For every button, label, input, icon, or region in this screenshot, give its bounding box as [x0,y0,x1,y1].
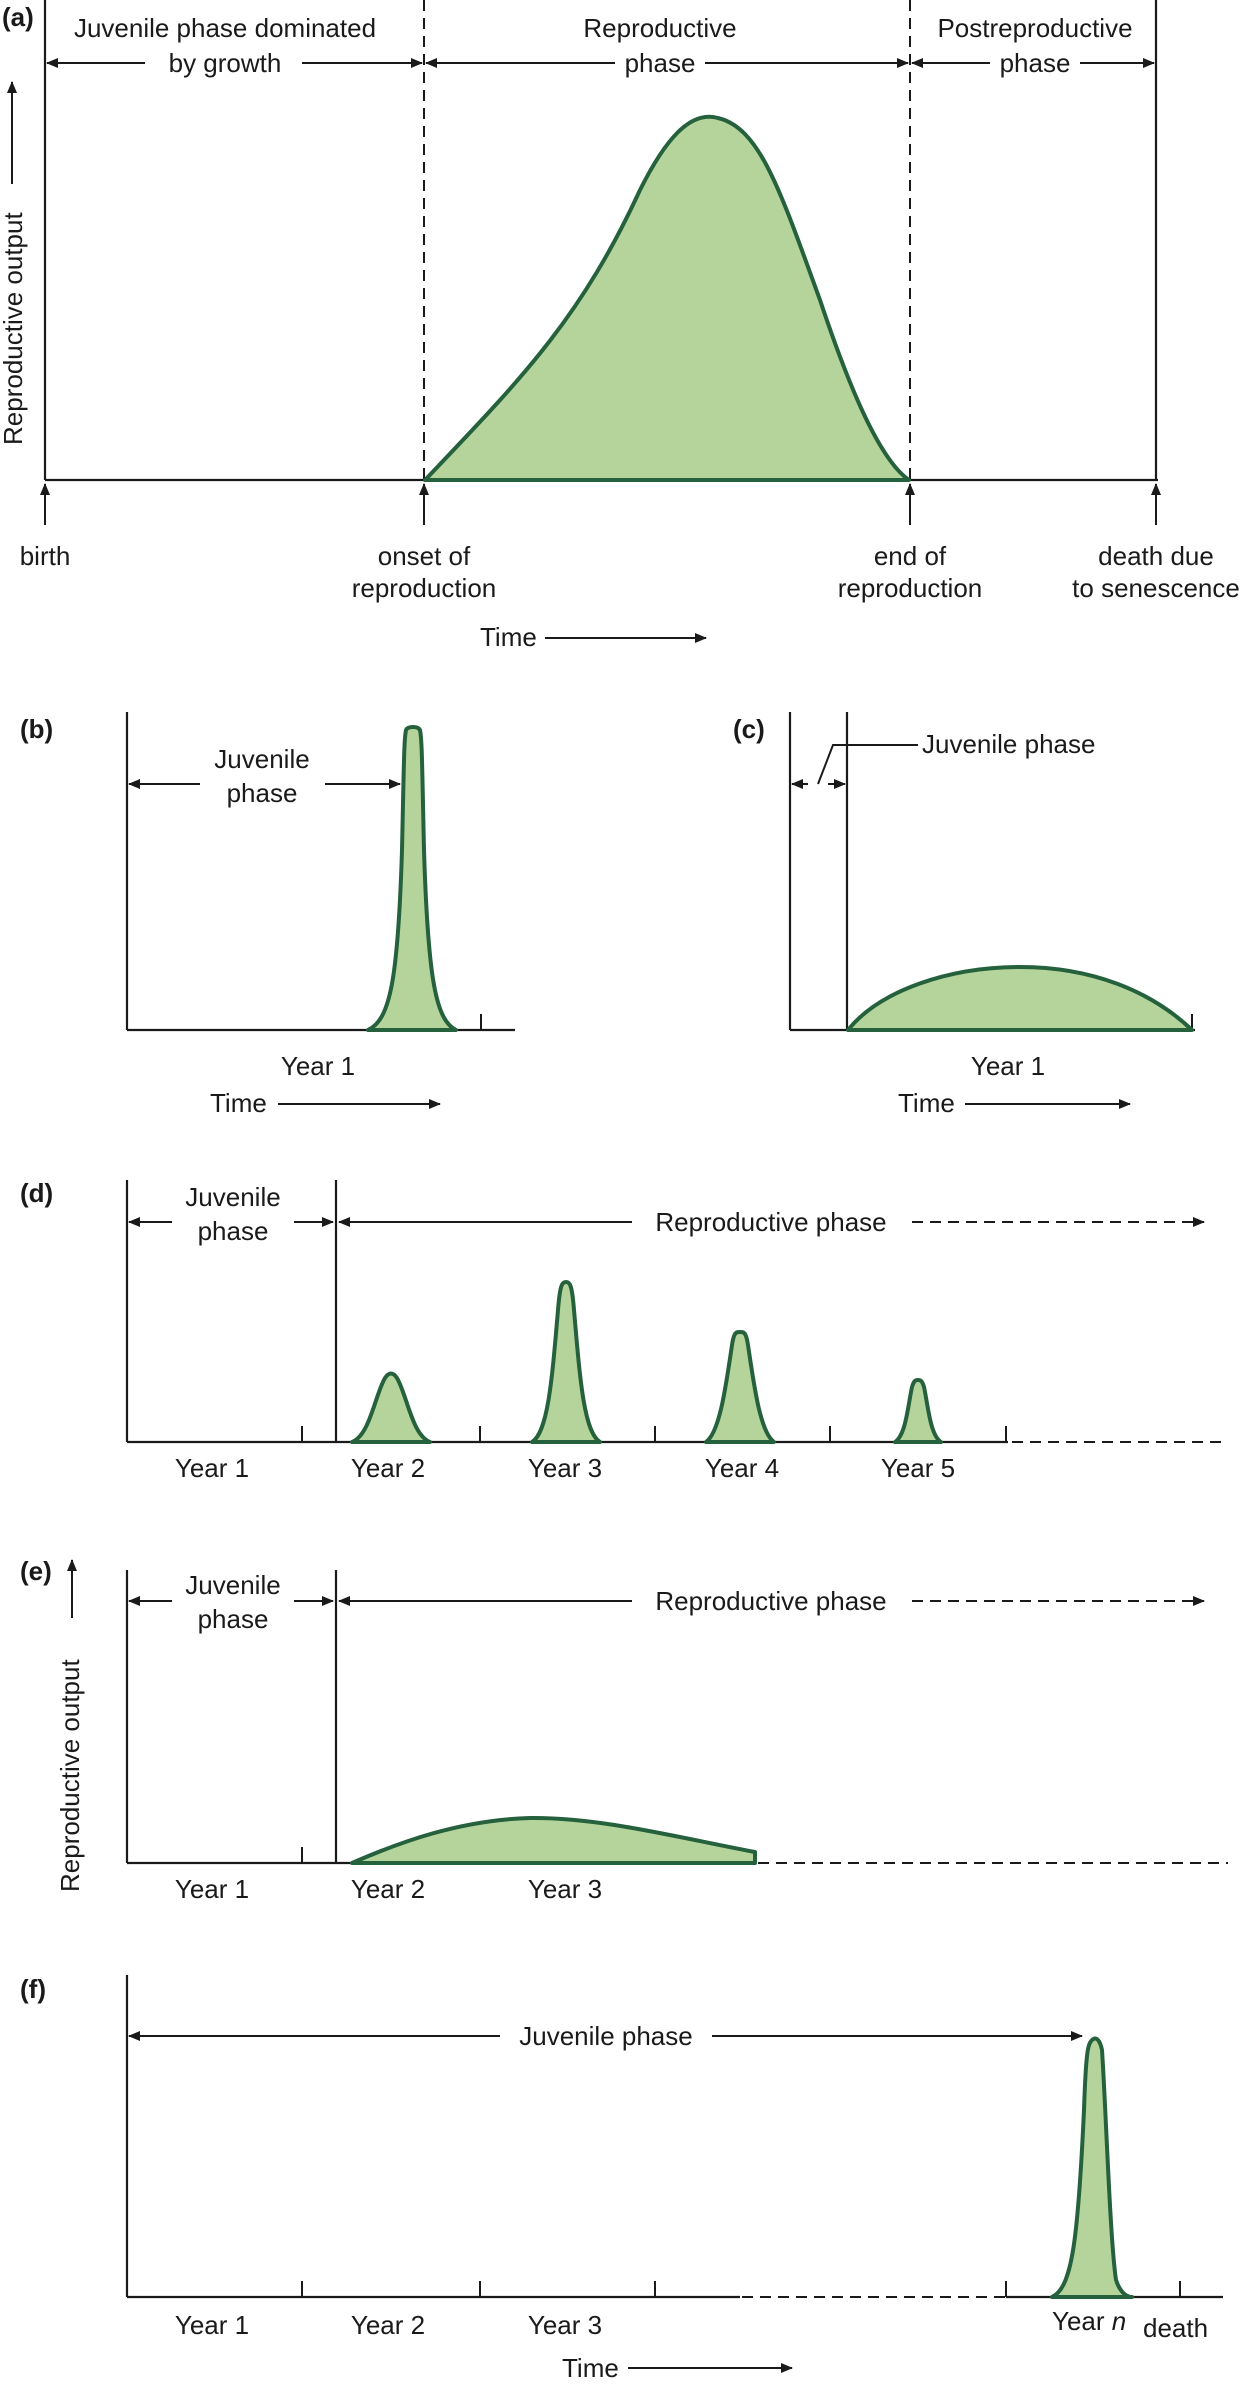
panel-a-marker-birth: birth [20,541,71,571]
panel-d-phase-1: Juvenile [185,1182,280,1212]
panel-c-phase-label: Juvenile phase [922,729,1095,759]
panel-a-time-label: Time [480,622,537,652]
panel-b-time-label: Time [210,1088,267,1118]
panel-a-phase-juvenile-2: by growth [169,48,282,78]
panel-a-phase-post-2: phase [1000,48,1071,78]
panel-c-phase-leader [817,744,918,785]
panel-d-peak-year3 [530,1280,602,1444]
panel-a-marker-death-2: to senescence [1072,573,1240,603]
panel-a-reproductive-curve [423,114,911,482]
panel-a-phase-post-1: Postreproductive [937,13,1132,43]
panel-a-phase-juvenile-1: Juvenile phase dominated [74,13,376,43]
panel-a-marker-end-2: reproduction [838,573,983,603]
panel-f-phase-label: Juvenile phase [519,2021,692,2051]
panel-d-year-2: Year 2 [351,1453,425,1483]
panel-d-year-3: Year 3 [528,1453,602,1483]
panel-e: (e) Reproductive output Juvenile phase R… [20,1556,1228,1904]
panel-b: (b) Juvenile phase Year 1 Time [20,712,515,1118]
panel-a-marker-end-1: end of [874,541,947,571]
panel-c-time-label: Time [898,1088,955,1118]
panel-d-year-5: Year 5 [881,1453,955,1483]
panel-c-year: Year 1 [971,1051,1045,1081]
panel-d-peak-year5 [893,1378,943,1444]
panel-e-reproductive-curve [350,1815,757,1865]
panel-d-letter: (d) [20,1178,53,1208]
panel-c-letter: (c) [733,714,765,744]
panel-a-letter: (a) [2,2,34,32]
panel-a-marker-onset-2: reproduction [352,573,497,603]
panel-a-ylabel: Reproductive output [0,212,28,445]
panel-a-phase-reproductive-2: phase [625,48,696,78]
panel-b-reproductive-curve [366,725,458,1032]
panel-a: (a) Reproductive output Juvenile phase d… [0,0,1240,652]
panel-d-reproductive-label: Reproductive phase [655,1207,886,1237]
panel-f-year-n: Year n [1052,2306,1126,2336]
panel-c-reproductive-curve [846,965,1194,1032]
panel-e-phase-2: phase [198,1604,269,1634]
panel-f-letter: (f) [20,1974,46,2004]
panel-a-marker-onset-1: onset of [378,541,471,571]
panel-e-reproductive-label: Reproductive phase [655,1586,886,1616]
panel-e-year-2: Year 2 [351,1874,425,1904]
panel-f-time-label: Time [562,2353,619,2383]
panel-f: (f) Juvenile phase Year 1 Year 2 Year 3 … [20,1974,1223,2383]
panel-d-year-1: Year 1 [175,1453,249,1483]
panel-f-year-2: Year 2 [351,2310,425,2340]
panel-f-year-1: Year 1 [175,2310,249,2340]
panel-e-phase-1: Juvenile [185,1570,280,1600]
panel-b-letter: (b) [20,714,53,744]
panel-d-year-4: Year 4 [705,1453,779,1483]
panel-d-phase-2: phase [198,1216,269,1246]
panel-b-phase-1: Juvenile [214,744,309,774]
panel-e-year-3: Year 3 [528,1874,602,1904]
panel-c: (c) Juvenile phase Year 1 Time [733,712,1195,1118]
panel-e-letter: (e) [20,1556,52,1586]
panel-b-phase-2: phase [227,778,298,808]
panel-b-year: Year 1 [281,1051,355,1081]
panel-e-year-1: Year 1 [175,1874,249,1904]
panel-a-marker-death-1: death due [1098,541,1214,571]
panel-f-reproductive-curve [1050,2036,1134,2299]
panel-a-phase-reproductive-1: Reproductive [583,13,736,43]
panel-e-ylabel: Reproductive output [55,1659,85,1892]
panel-d: (d) Juvenile phase Reproductive phase Ye… [20,1178,1228,1483]
panel-d-peak-year2 [350,1371,432,1444]
panel-f-death: death [1143,2313,1208,2343]
panel-d-peak-year4 [704,1330,776,1444]
panel-f-year-3: Year 3 [528,2310,602,2340]
